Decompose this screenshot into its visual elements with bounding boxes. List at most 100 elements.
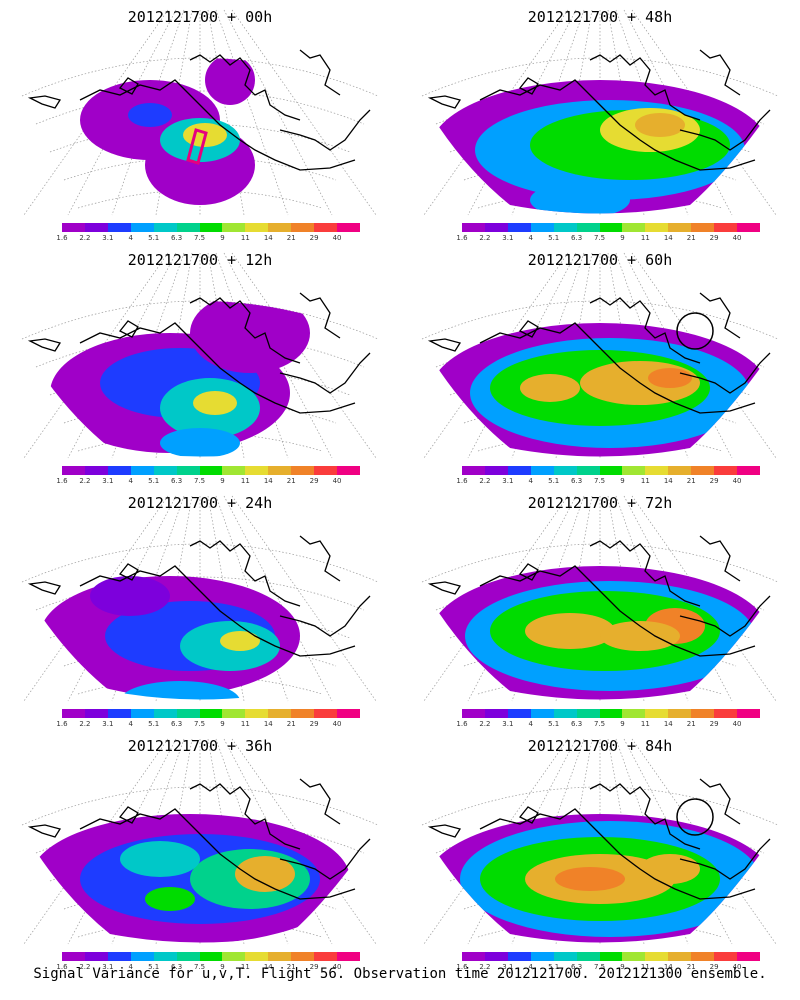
colorbar-label: 14 bbox=[263, 234, 273, 242]
colorbar-label: 7.5 bbox=[193, 234, 206, 242]
colorbar bbox=[62, 709, 360, 718]
colorbar-swatch bbox=[553, 709, 577, 718]
colorbar-swatch bbox=[622, 466, 646, 475]
colorbar-label: 2.2 bbox=[79, 234, 91, 242]
colorbar-swatch bbox=[176, 223, 200, 232]
colorbar-label: 21 bbox=[286, 477, 296, 485]
colorbar-label: 1.6 bbox=[456, 234, 468, 242]
colorbar-swatch bbox=[62, 466, 85, 475]
highlight-circle bbox=[676, 798, 714, 836]
colorbar-swatch bbox=[576, 223, 600, 232]
colorbar-label: 21 bbox=[686, 234, 696, 242]
variance-contour bbox=[120, 681, 240, 700]
colorbar-swatch bbox=[714, 223, 738, 232]
colorbar-label: 21 bbox=[686, 963, 696, 971]
colorbar-swatch bbox=[668, 709, 692, 718]
variance-contour bbox=[205, 58, 255, 105]
colorbar-labels: 1.6 2.2 3.1 4 5.1 6.3 7.5 9 11 14 21 29 40 bbox=[456, 477, 760, 487]
variance-field bbox=[430, 323, 770, 457]
colorbar-swatch bbox=[507, 223, 531, 232]
colorbar-swatch bbox=[153, 952, 177, 961]
variance-contour bbox=[145, 887, 195, 911]
colorbar-label: 1.6 bbox=[56, 477, 68, 485]
colorbar-label: 21 bbox=[686, 720, 696, 728]
colorbar-label: 14 bbox=[263, 963, 273, 971]
colorbar-label: 21 bbox=[286, 963, 296, 971]
colorbar-label: 14 bbox=[663, 477, 673, 485]
colorbar-label: 1.6 bbox=[456, 963, 468, 971]
colorbar-label: 3.1 bbox=[502, 477, 514, 485]
colorbar-labels: 1.6 2.2 3.1 4 5.1 6.3 7.5 9 11 14 21 29 40 bbox=[456, 234, 760, 244]
colorbar-label: 21 bbox=[686, 477, 696, 485]
colorbar-swatch bbox=[245, 223, 269, 232]
colorbar-label: 7.5 bbox=[593, 720, 606, 728]
variance-field bbox=[50, 301, 310, 457]
colorbar-label: 29 bbox=[309, 234, 319, 242]
colorbar-label: 7.5 bbox=[593, 234, 606, 242]
colorbar-label: 4 bbox=[128, 234, 133, 242]
colorbar-swatch bbox=[268, 466, 292, 475]
colorbar-swatch bbox=[245, 466, 269, 475]
colorbar-label: 6.3 bbox=[171, 477, 183, 485]
colorbar-swatch bbox=[176, 709, 200, 718]
colorbar-swatch bbox=[691, 952, 715, 961]
map-panel: 2012121700 + 72h 1.6 2.2 3.1 4 5.1 6.3 7.5 9 11 14… bbox=[400, 486, 800, 728]
colorbar-swatch bbox=[107, 952, 131, 961]
colorbar-swatch bbox=[530, 466, 554, 475]
colorbar-swatch bbox=[222, 223, 246, 232]
colorbar-label: 2.2 bbox=[479, 963, 491, 971]
variance-contour bbox=[648, 368, 692, 388]
colorbar-swatch bbox=[691, 466, 715, 475]
colorbar-swatch bbox=[691, 709, 715, 718]
colorbar-labels: 1.6 2.2 3.1 4 5.1 6.3 7.5 9 11 14 21 29 40 bbox=[56, 963, 360, 973]
colorbar-label: 11 bbox=[640, 477, 650, 485]
colorbar-swatch bbox=[153, 466, 177, 475]
figure-caption: Signal Variance for u,v,T. Flight 56. Ob… bbox=[33, 966, 767, 982]
colorbar-swatch bbox=[645, 466, 669, 475]
colorbar-swatch bbox=[530, 223, 554, 232]
colorbar-swatch bbox=[337, 466, 360, 475]
colorbar-swatch bbox=[645, 952, 669, 961]
colorbar-swatch bbox=[337, 709, 360, 718]
colorbar-swatch bbox=[130, 952, 154, 961]
map-panel: 2012121700 + 36h 1.6 2.2 3.1 4 5.1 6.3 7.5 9 11 14… bbox=[0, 729, 400, 971]
colorbar-label: 29 bbox=[709, 720, 719, 728]
colorbar-label: 6.3 bbox=[571, 720, 583, 728]
map-panel: 2012121700 + 12h 1.6 2.2 3.1 4 5.1 6.3 7.5 9 11 14… bbox=[0, 243, 400, 485]
colorbar bbox=[62, 466, 360, 475]
colorbar-label: 9 bbox=[220, 234, 225, 242]
colorbar-label: 2.2 bbox=[79, 720, 91, 728]
colorbar-label: 9 bbox=[620, 720, 625, 728]
colorbar-swatch bbox=[553, 466, 577, 475]
colorbar-label: 1.6 bbox=[456, 720, 468, 728]
colorbar-swatch bbox=[737, 223, 760, 232]
colorbar-swatch bbox=[484, 709, 508, 718]
colorbar-swatch bbox=[462, 223, 485, 232]
coastlines bbox=[427, 292, 771, 414]
colorbar-label: 40 bbox=[732, 234, 742, 242]
colorbar-label: 5.1 bbox=[548, 720, 560, 728]
colorbar-swatch bbox=[337, 952, 360, 961]
colorbar-label: 11 bbox=[240, 477, 250, 485]
variance-contour bbox=[520, 374, 580, 402]
map-panel: 2012121700 + 00h 1.6 2.2 3.1 4 5.1 6.3 7.5 9 11 14… bbox=[0, 0, 400, 242]
coastlines bbox=[427, 49, 771, 171]
colorbar-label: 7.5 bbox=[193, 720, 206, 728]
colorbar-swatch bbox=[84, 466, 108, 475]
coastlines bbox=[27, 49, 371, 171]
colorbar bbox=[462, 223, 760, 232]
colorbar-swatch bbox=[462, 466, 485, 475]
colorbar-labels: 1.6 2.2 3.1 4 5.1 6.3 7.5 9 11 14 21 29 40 bbox=[56, 234, 360, 244]
colorbar-swatch bbox=[645, 709, 669, 718]
map-panel: 2012121700 + 48h 1.6 2.2 3.1 4 5.1 6.3 7.5 9 11 14… bbox=[400, 0, 800, 242]
colorbar-swatch bbox=[462, 952, 485, 961]
colorbar-swatch bbox=[199, 709, 223, 718]
coastlines bbox=[427, 778, 771, 900]
colorbar-label: 2.2 bbox=[79, 963, 91, 971]
colorbar-label: 3.1 bbox=[102, 963, 114, 971]
colorbar bbox=[62, 952, 360, 961]
variance-map bbox=[21, 252, 379, 459]
colorbar-swatch bbox=[268, 223, 292, 232]
colorbar-swatch bbox=[576, 952, 600, 961]
colorbar-swatch bbox=[84, 223, 108, 232]
